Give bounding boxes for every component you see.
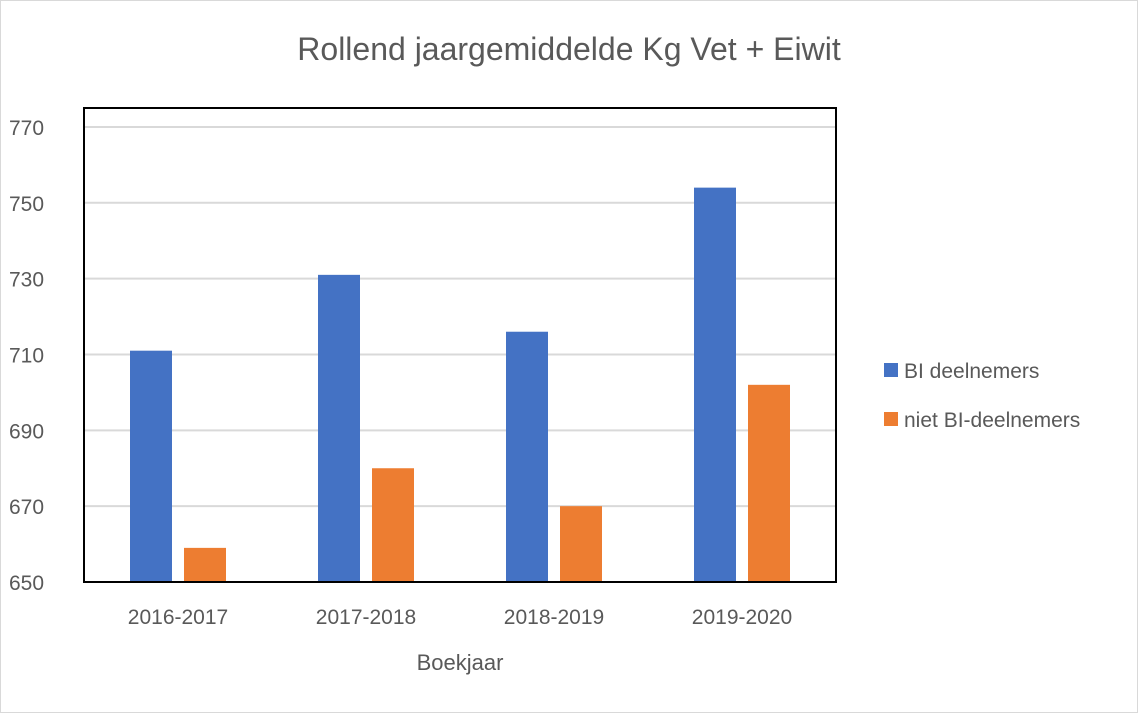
bar-niet-bi-deelnemers [372,468,414,582]
chart-title: Rollend jaargemiddelde Kg Vet + Eiwit [297,31,841,67]
bar-bi-deelnemers [506,331,548,582]
y-tick-label: 690 [9,420,44,443]
bar-bi-deelnemers [318,274,360,582]
legend: BI deelnemers niet BI-deelnemers [884,360,1080,432]
x-tick-label: 2019-2020 [692,606,792,629]
x-tick-label: 2016-2017 [128,606,228,629]
legend-swatch [884,412,898,426]
bar-niet-bi-deelnemers [184,547,226,582]
bar-bi-deelnemers [130,350,172,582]
x-axis-ticks: 2016-2017 2017-2018 2018-2019 2019-2020 [128,606,792,629]
bars [130,187,790,582]
y-tick-label: 710 [9,344,44,367]
legend-label: BI deelnemers [904,360,1039,383]
plot-frame [83,107,837,583]
y-tick-label: 730 [9,269,44,292]
legend-swatch [884,363,898,377]
legend-label: niet BI-deelnemers [904,409,1080,432]
x-axis-title: Boekjaar [417,650,504,675]
y-tick-label: 770 [9,117,44,140]
y-tick-label: 750 [9,193,44,216]
bar-niet-bi-deelnemers [748,384,790,582]
bar-bi-deelnemers [694,187,736,582]
x-tick-label: 2017-2018 [316,606,416,629]
bar-niet-bi-deelnemers [560,506,602,582]
y-tick-label: 650 [9,572,44,595]
y-tick-label: 670 [9,496,44,519]
x-tick-label: 2018-2019 [504,606,604,629]
y-axis-ticks: 650 670 690 710 730 750 770 [9,117,44,595]
